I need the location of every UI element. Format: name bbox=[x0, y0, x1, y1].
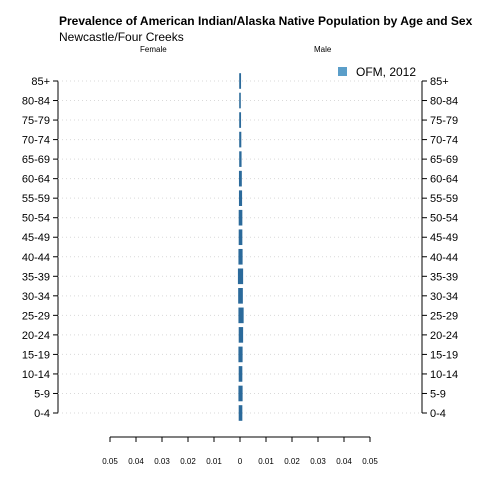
chart-title: Prevalence of American Indian/Alaska Nat… bbox=[59, 14, 473, 28]
female-bar bbox=[238, 209, 240, 226]
x-tick-label: 0.04 bbox=[128, 457, 144, 466]
female-bar bbox=[239, 131, 240, 148]
x-tick-label: 0.02 bbox=[284, 457, 300, 466]
male-bar bbox=[240, 288, 243, 304]
left-age-label: 5-9 bbox=[34, 388, 50, 400]
left-age-label: 65-69 bbox=[22, 154, 50, 166]
x-tick-label: 0.01 bbox=[206, 457, 222, 466]
female-bar bbox=[238, 385, 240, 402]
right-age-label: 5-9 bbox=[430, 388, 446, 400]
right-age-label: 40-44 bbox=[430, 252, 458, 264]
male-bar bbox=[240, 366, 243, 382]
male-bar bbox=[240, 170, 242, 187]
male-bar bbox=[240, 73, 242, 89]
right-age-label: 75-79 bbox=[430, 115, 458, 127]
left-age-label: 50-54 bbox=[22, 213, 50, 225]
female-bar bbox=[239, 151, 240, 167]
male-side-label: Male bbox=[314, 45, 332, 54]
right-age-label: 85+ bbox=[430, 76, 449, 88]
left-age-label: 0-4 bbox=[34, 408, 50, 420]
left-age-label: 25-29 bbox=[22, 310, 50, 322]
right-age-label: 50-54 bbox=[430, 213, 458, 225]
left-age-label: 20-24 bbox=[22, 330, 50, 342]
x-tick-label: 0.04 bbox=[336, 457, 352, 466]
x-tick-label: 0.05 bbox=[102, 457, 118, 466]
right-age-label: 20-24 bbox=[430, 330, 458, 342]
male-bar bbox=[240, 131, 242, 148]
female-bar bbox=[237, 268, 240, 285]
right-age-label: 80-84 bbox=[430, 96, 458, 108]
left-age-label: 70-74 bbox=[22, 135, 50, 147]
female-bar bbox=[239, 92, 240, 109]
female-bar bbox=[238, 346, 240, 363]
female-side-label: Female bbox=[140, 45, 167, 54]
right-age-label: 25-29 bbox=[430, 310, 458, 322]
male-bar bbox=[240, 92, 241, 109]
male-bar bbox=[240, 248, 243, 265]
left-age-label: 15-19 bbox=[22, 349, 50, 361]
male-bar bbox=[240, 346, 243, 363]
male-bar bbox=[240, 405, 243, 421]
x-tick-label: 0 bbox=[238, 457, 243, 466]
right-age-label: 35-39 bbox=[430, 271, 458, 283]
female-bar bbox=[239, 112, 240, 128]
x-tick-label: 0.03 bbox=[310, 457, 326, 466]
male-bar bbox=[240, 190, 243, 206]
male-bar bbox=[240, 307, 244, 324]
right-age-label: 65-69 bbox=[430, 154, 458, 166]
x-tick-label: 0.05 bbox=[362, 457, 378, 466]
male-bar bbox=[240, 385, 243, 402]
female-bar bbox=[238, 366, 240, 382]
left-age-label: 40-44 bbox=[22, 252, 50, 264]
female-bar bbox=[239, 73, 240, 89]
legend-label: OFM, 2012 bbox=[356, 65, 416, 79]
x-tick-label: 0.03 bbox=[154, 457, 170, 466]
x-tick-label: 0.02 bbox=[180, 457, 196, 466]
left-age-label: 10-14 bbox=[22, 369, 50, 381]
left-age-label: 60-64 bbox=[22, 174, 50, 186]
right-age-label: 55-59 bbox=[430, 193, 458, 205]
female-bar bbox=[238, 405, 240, 421]
left-age-label: 75-79 bbox=[22, 115, 50, 127]
male-bar bbox=[240, 112, 242, 128]
female-bar bbox=[238, 190, 240, 206]
male-bar bbox=[240, 327, 244, 343]
left-age-label: 55-59 bbox=[22, 193, 50, 205]
left-age-label: 85+ bbox=[31, 76, 50, 88]
left-age-label: 45-49 bbox=[22, 232, 50, 244]
female-bar bbox=[238, 170, 240, 187]
male-bar bbox=[240, 229, 243, 246]
right-age-label: 30-34 bbox=[430, 291, 458, 303]
female-bar bbox=[238, 229, 240, 246]
right-age-label: 60-64 bbox=[430, 174, 458, 186]
male-bar bbox=[240, 209, 243, 226]
female-bar bbox=[238, 248, 240, 265]
male-bar bbox=[240, 151, 242, 167]
left-age-label: 80-84 bbox=[22, 96, 50, 108]
right-age-label: 15-19 bbox=[430, 349, 458, 361]
right-age-label: 10-14 bbox=[430, 369, 458, 381]
left-age-label: 30-34 bbox=[22, 291, 50, 303]
female-bar bbox=[238, 288, 240, 304]
right-age-label: 70-74 bbox=[430, 135, 458, 147]
x-tick-label: 0.01 bbox=[258, 457, 274, 466]
legend-swatch bbox=[338, 67, 347, 76]
male-bar bbox=[240, 268, 244, 285]
chart-subtitle: Newcastle/Four Creeks bbox=[59, 30, 184, 44]
female-bar bbox=[238, 327, 240, 343]
left-age-label: 35-39 bbox=[22, 271, 50, 283]
right-age-label: 0-4 bbox=[430, 408, 446, 420]
right-age-label: 45-49 bbox=[430, 232, 458, 244]
female-bar bbox=[238, 307, 240, 324]
